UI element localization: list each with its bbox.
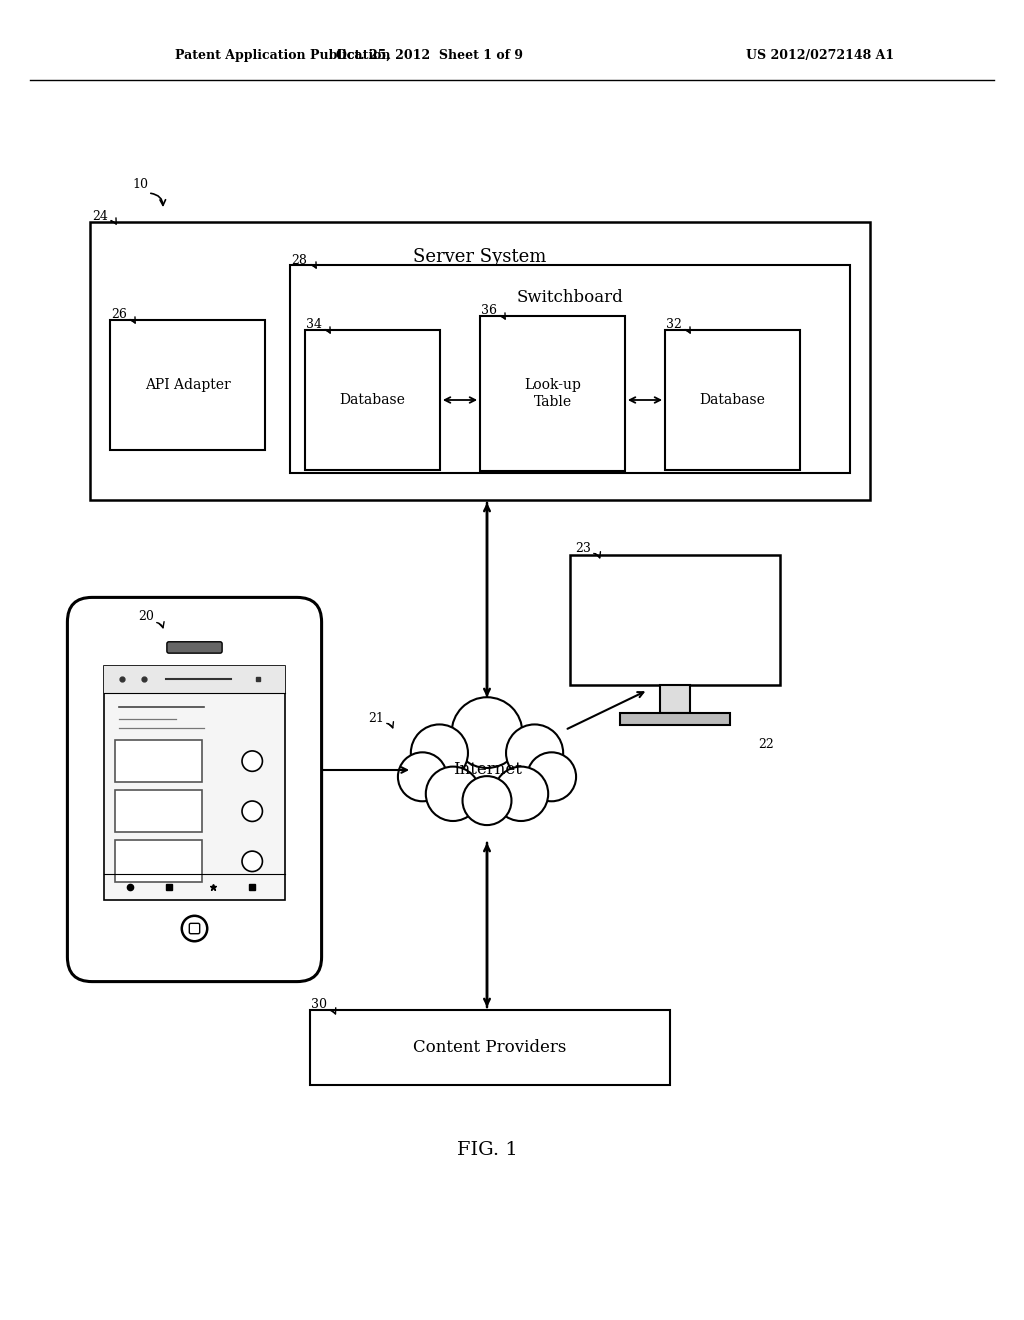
Circle shape: [452, 697, 522, 768]
Text: 23: 23: [575, 541, 591, 554]
Bar: [480, 315, 625, 471]
Bar: [665, 330, 800, 470]
Circle shape: [494, 767, 548, 821]
Circle shape: [411, 725, 468, 781]
Circle shape: [242, 801, 262, 821]
Bar: [90, 222, 870, 500]
Text: 32: 32: [666, 318, 682, 331]
Bar: [115, 841, 202, 882]
Text: API Adapter: API Adapter: [144, 378, 230, 392]
Circle shape: [398, 752, 446, 801]
Text: Switchboard: Switchboard: [517, 289, 624, 305]
Bar: [570, 554, 780, 685]
Text: 34: 34: [306, 318, 322, 331]
Circle shape: [463, 776, 511, 825]
Text: 22: 22: [758, 738, 774, 751]
FancyBboxPatch shape: [167, 642, 222, 653]
Text: 10: 10: [132, 178, 148, 191]
Circle shape: [506, 725, 563, 781]
Text: Database: Database: [340, 393, 406, 407]
Circle shape: [182, 916, 207, 941]
Text: 36: 36: [481, 305, 497, 318]
Text: 30: 30: [311, 998, 327, 1011]
Text: 20: 20: [138, 610, 154, 623]
Bar: [115, 791, 202, 832]
Bar: [115, 741, 202, 781]
Bar: [310, 1010, 670, 1085]
Text: 26: 26: [111, 309, 127, 322]
Text: 24: 24: [92, 210, 108, 223]
Bar: [104, 665, 285, 900]
Text: FIG. 1: FIG. 1: [457, 1140, 517, 1159]
Circle shape: [426, 767, 480, 821]
Bar: [110, 319, 265, 450]
Text: Internet: Internet: [453, 762, 521, 779]
Circle shape: [527, 752, 577, 801]
Text: 28: 28: [291, 255, 307, 268]
Text: Look-up
Table: Look-up Table: [524, 379, 581, 409]
Circle shape: [242, 751, 262, 771]
Bar: [660, 685, 690, 713]
Text: Oct. 25, 2012  Sheet 1 of 9: Oct. 25, 2012 Sheet 1 of 9: [337, 49, 523, 62]
Text: Patent Application Publication: Patent Application Publication: [175, 49, 390, 62]
Bar: [305, 330, 440, 470]
FancyBboxPatch shape: [68, 598, 322, 982]
Text: Server System: Server System: [414, 248, 547, 267]
Bar: [104, 665, 285, 693]
Text: Content Providers: Content Providers: [414, 1039, 566, 1056]
Text: Database: Database: [699, 393, 765, 407]
Text: US 2012/0272148 A1: US 2012/0272148 A1: [745, 49, 894, 62]
Text: 21: 21: [368, 711, 384, 725]
FancyBboxPatch shape: [189, 924, 200, 933]
Bar: [620, 713, 730, 725]
Bar: [290, 265, 850, 473]
Circle shape: [242, 851, 262, 871]
